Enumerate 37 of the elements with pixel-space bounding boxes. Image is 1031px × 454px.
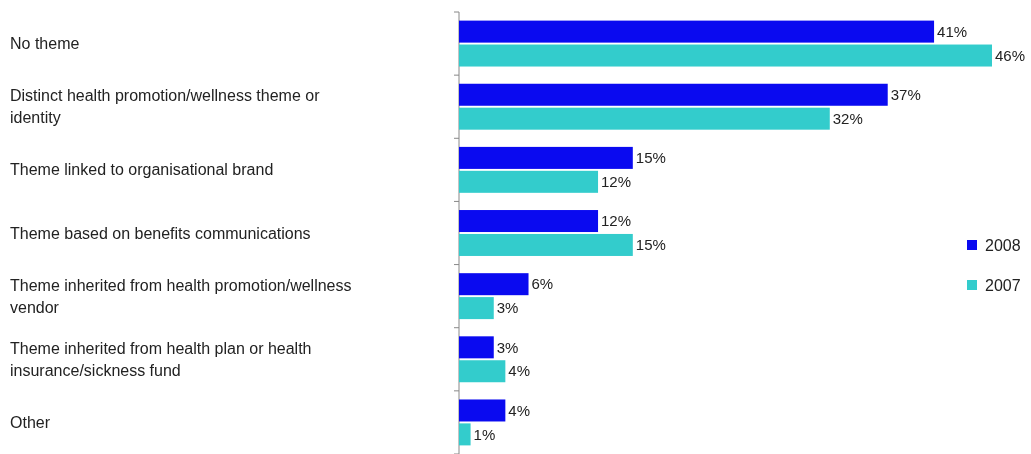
bar	[459, 146, 633, 169]
data-label: 3%	[496, 338, 519, 356]
bar	[459, 336, 494, 359]
legend-label: 2007	[985, 276, 1021, 294]
legend-label: 2008	[985, 236, 1021, 254]
data-label: 15%	[635, 149, 666, 167]
bar	[459, 273, 529, 296]
data-label: 15%	[635, 236, 666, 254]
y-tick-label: Other	[10, 414, 51, 432]
bar	[459, 44, 992, 67]
data-label: 46%	[995, 46, 1026, 64]
bar	[459, 423, 471, 446]
bar	[459, 399, 506, 422]
bar	[459, 107, 830, 130]
y-tick-label: No theme	[10, 35, 80, 53]
data-label: 4%	[508, 401, 531, 419]
bar	[459, 360, 506, 383]
data-label: 3%	[496, 299, 519, 317]
y-tick-label: Theme inherited from health plan or health insurance/sickness fund	[10, 339, 312, 379]
y-tick-label: Theme inherited from health promotion/wellness vendor	[10, 276, 352, 316]
data-label: 37%	[890, 86, 921, 104]
bar	[459, 20, 935, 43]
y-tick-label: Theme linked to organisational brand	[10, 161, 274, 179]
data-label: 12%	[601, 212, 632, 230]
y-tick-label: Distinct health promotion/wellness theme or identity	[10, 87, 321, 127]
data-label: 1%	[473, 425, 496, 443]
bar	[459, 210, 599, 233]
data-label: 41%	[937, 22, 968, 40]
bar	[459, 83, 888, 106]
data-label: 12%	[601, 173, 632, 191]
bar	[459, 297, 494, 320]
data-label: 32%	[832, 109, 863, 127]
y-tick-label: Theme based on benefits communications	[10, 224, 311, 242]
bar	[459, 233, 633, 256]
bar	[459, 170, 599, 193]
data-label: 4%	[508, 362, 531, 380]
data-label: 6%	[531, 275, 554, 293]
